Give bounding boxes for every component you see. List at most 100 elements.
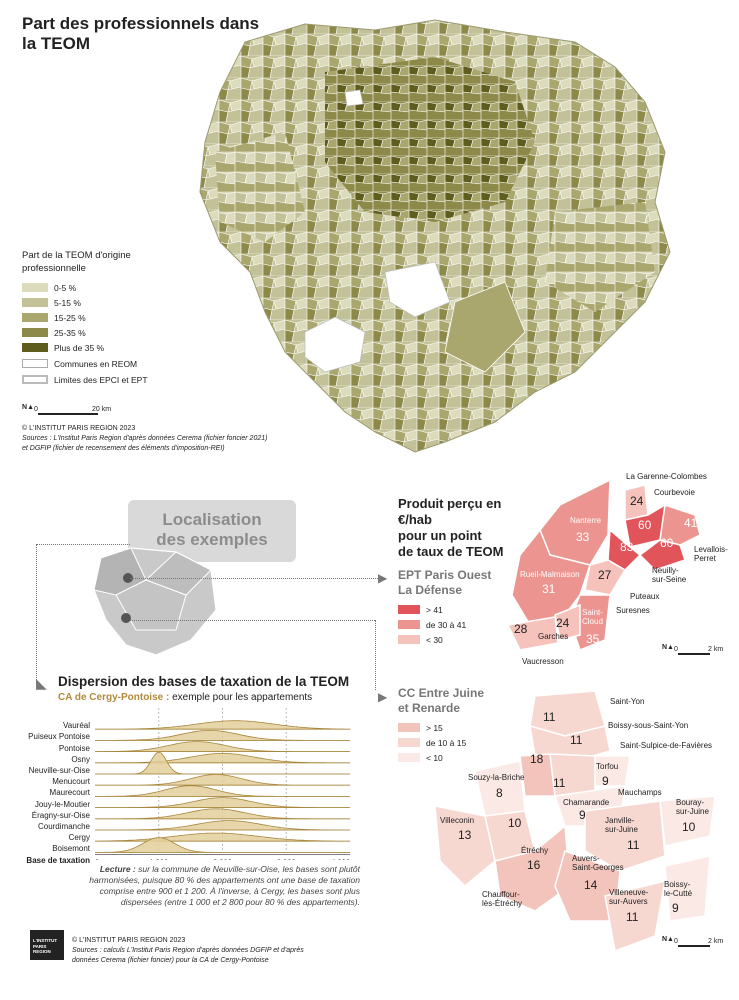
ridge-label: Menucourt xyxy=(52,777,90,787)
ridge-osny xyxy=(95,753,350,764)
ept-commune-value: 83 xyxy=(620,540,634,554)
dispersion-subtitle: CA de Cergy-Pontoise : exemple pour les … xyxy=(58,692,313,703)
idf-choropleth-map xyxy=(199,19,671,453)
ridge-label: Maurecourt xyxy=(49,788,90,798)
ept-commune-value: 31 xyxy=(542,582,556,596)
copyright: © L'INSTITUT PARIS REGION 2023 xyxy=(72,937,186,944)
cc-commune-value: 11 xyxy=(543,710,556,724)
cc-commune-name: Chamarande xyxy=(563,798,610,807)
cc-commune-name: Janville-sur-Juine xyxy=(605,816,638,834)
cc-legend-item: de 10 à 15 xyxy=(398,737,466,748)
cc-commune-name: Auvers- Saint-Georges xyxy=(572,854,624,872)
cc-commune-value: 10 xyxy=(508,816,522,830)
connector-line xyxy=(36,544,130,545)
ept-commune-name: Garches xyxy=(538,632,569,641)
cc-commune-value: 18 xyxy=(530,752,544,766)
cc-commune-value: 9 xyxy=(579,808,586,822)
ept-legend-item: de 30 à 41 xyxy=(398,619,466,630)
ridge-jouy-le-moutier xyxy=(95,797,350,808)
cc-commune-value: 9 xyxy=(602,774,609,788)
ridge-label: Osny xyxy=(71,754,90,764)
ept-commune-value: 24 xyxy=(630,494,644,508)
cc-commune-value: 13 xyxy=(458,828,472,842)
x-tick-label: 4 000 xyxy=(331,857,350,860)
sources-line: données Cerema (fichier foncier) pour la… xyxy=(72,957,269,964)
cc-commune-value: 9 xyxy=(672,901,679,915)
ridgeline-chart: Vauréal Puiseux Pontoise Pontoise Osny Neuvi… xyxy=(0,708,360,865)
legend-item: Plus de 35 % xyxy=(22,342,104,353)
ridge-puiseux-pontoise xyxy=(95,730,350,741)
cc-commune-value: 16 xyxy=(527,858,541,872)
legend-item: 15-25 % xyxy=(22,312,86,323)
cc-commune-name: Boissy-le-Cutté xyxy=(664,880,693,898)
ridge-label: Jouy-le-Moutier xyxy=(34,799,90,809)
cc-legend-item: < 10 xyxy=(398,752,443,763)
cc-commune-value: 14 xyxy=(584,878,598,892)
x-tick-label: 1 000 xyxy=(149,857,168,860)
connector-line xyxy=(375,620,376,690)
scale-value: 2 km xyxy=(708,646,724,653)
cc-commune-name: Mauchamps xyxy=(618,788,662,797)
ridge-label: Éragny-sur-Oise xyxy=(31,810,90,820)
ridge-label: Boisemont xyxy=(52,844,90,854)
cc-commune-name: Saint-Sulpice-de-Favières xyxy=(620,741,713,750)
connector-line xyxy=(130,578,380,579)
ridge-label: Neuville-sur-Oise xyxy=(28,766,90,775)
ridge-pontoise xyxy=(95,741,350,752)
ridgeline-plot: 0 1 000 2 000 3 000 4 000 xyxy=(95,708,351,860)
ridge-label: Puiseux Pontoise xyxy=(28,732,90,742)
sources-line: et DGFIP (fichier de recensement des élé… xyxy=(22,445,225,452)
cc-title: CC Entre Juine et Renarde xyxy=(398,686,485,715)
north-arrow-icon: N▲ xyxy=(22,404,34,411)
cc-commune-name: Torfou xyxy=(596,762,619,771)
ept-commune-value: 33 xyxy=(576,530,590,544)
cc-commune-name: Bouray-sur-Juine xyxy=(676,798,709,816)
x-tick-label: 2 000 xyxy=(213,857,232,860)
legend-item: 25-35 % xyxy=(22,327,86,338)
legend-title: Part de la TEOM d'origine professionnell… xyxy=(22,250,131,274)
ept-commune-name: Levallois- Perret xyxy=(694,545,728,563)
cc-map xyxy=(434,690,716,953)
connector-line xyxy=(130,620,375,621)
legend-item: 5-15 % xyxy=(22,297,81,308)
ridge-label: Cergy xyxy=(68,833,90,843)
ridge-label: Vauréal xyxy=(63,721,90,731)
cc-commune-name: Saint-Yon xyxy=(610,697,645,706)
ept-commune-value: 60 xyxy=(638,518,652,532)
institut-logo: L'INSTITUT PARIS REGION xyxy=(30,930,64,960)
lecture-text: Lecture : sur la commune de Neuville-sur… xyxy=(89,864,360,907)
scale-bar xyxy=(678,945,710,947)
arrow-icon: ▶ xyxy=(378,571,388,585)
cc-commune-name: Souzy-la-Briche xyxy=(468,773,525,782)
ept-legend-item: < 30 xyxy=(398,634,443,645)
scale-zero: 0 xyxy=(674,646,678,653)
cc-commune-value: 11 xyxy=(570,733,583,747)
scale-bar xyxy=(678,653,710,655)
ept-commune-value: 35 xyxy=(586,632,600,646)
cc-commune-value: 8 xyxy=(496,786,503,800)
scale-value: 2 km xyxy=(708,938,724,945)
ept-commune-name: Nanterre xyxy=(570,516,602,525)
ept-commune-value: 28 xyxy=(514,622,528,636)
x-tick-label: 0 xyxy=(95,857,99,860)
cc-commune-value: 11 xyxy=(626,910,639,924)
ridge-menucourt xyxy=(95,774,350,786)
ridge-label: Courdimanche xyxy=(37,822,90,831)
produit-title: Produit perçu en €/hab pour un point de ta… xyxy=(398,496,504,559)
sources-line: Sources : L'Institut Paris Region d'aprè… xyxy=(22,435,268,442)
cc-legend-item: > 15 xyxy=(398,722,443,733)
ept-commune-name: Suresnes xyxy=(616,606,650,615)
ept-legend-item: > 41 xyxy=(398,604,443,615)
ept-commune-name: Puteaux xyxy=(630,592,660,601)
copyright: © L'INSTITUT PARIS REGION 2023 xyxy=(22,425,136,432)
scale-value: 20 km xyxy=(92,406,112,413)
ept-commune-value: 27 xyxy=(598,568,612,582)
legend-item: Communes en REOM xyxy=(22,358,137,369)
x-axis-label: Base de taxation xyxy=(26,856,90,866)
scale-bar xyxy=(38,413,98,415)
ept-map xyxy=(506,478,701,651)
localisation-title: Localisation des exemples xyxy=(156,510,268,549)
scale-zero: 0 xyxy=(674,938,678,945)
arrow-icon: ▶ xyxy=(378,690,388,704)
ept-commune-value: 41 xyxy=(684,516,698,530)
